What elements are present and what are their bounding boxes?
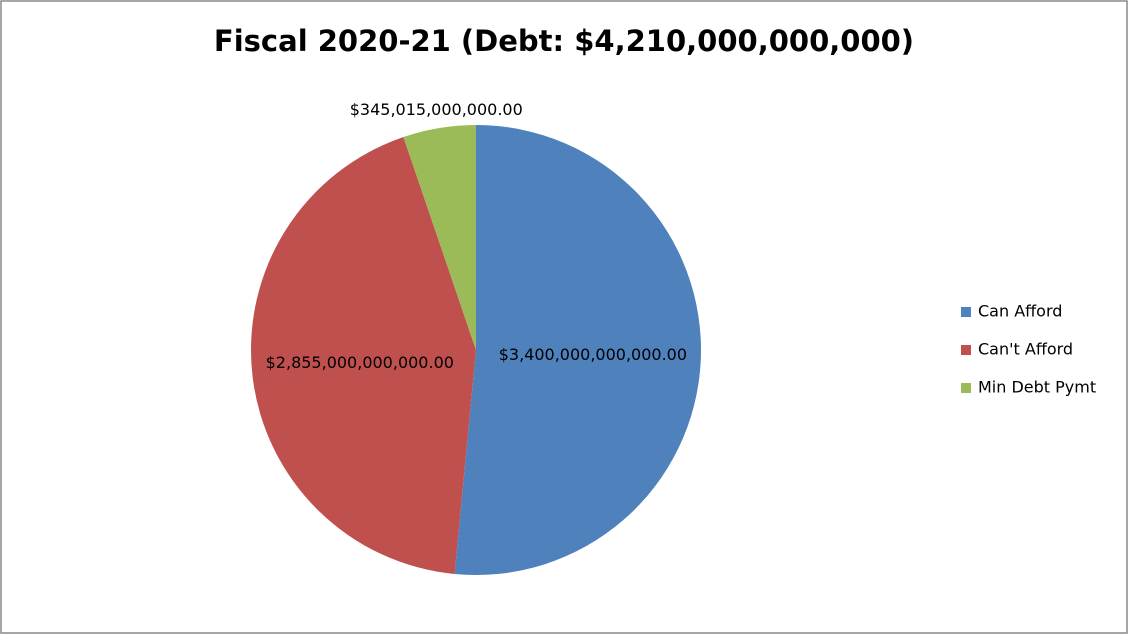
legend-label: Can Afford: [978, 302, 1062, 321]
data-label: $345,015,000,000.00: [350, 100, 523, 119]
legend-swatch: [961, 383, 971, 393]
legend-swatch: [961, 307, 971, 317]
pie-slice: [251, 137, 476, 574]
legend-label: Can't Afford: [978, 340, 1073, 359]
pie-slice: [454, 125, 701, 575]
chart-title: Fiscal 2020-21 (Debt: $4,210,000,000,000…: [214, 24, 914, 58]
legend-swatch: [961, 345, 971, 355]
data-label: $3,400,000,000,000.00: [499, 345, 687, 364]
pie-slice: [403, 125, 476, 350]
data-label: $2,855,000,000,000.00: [266, 353, 454, 372]
legend-label: Min Debt Pymt: [978, 378, 1096, 397]
